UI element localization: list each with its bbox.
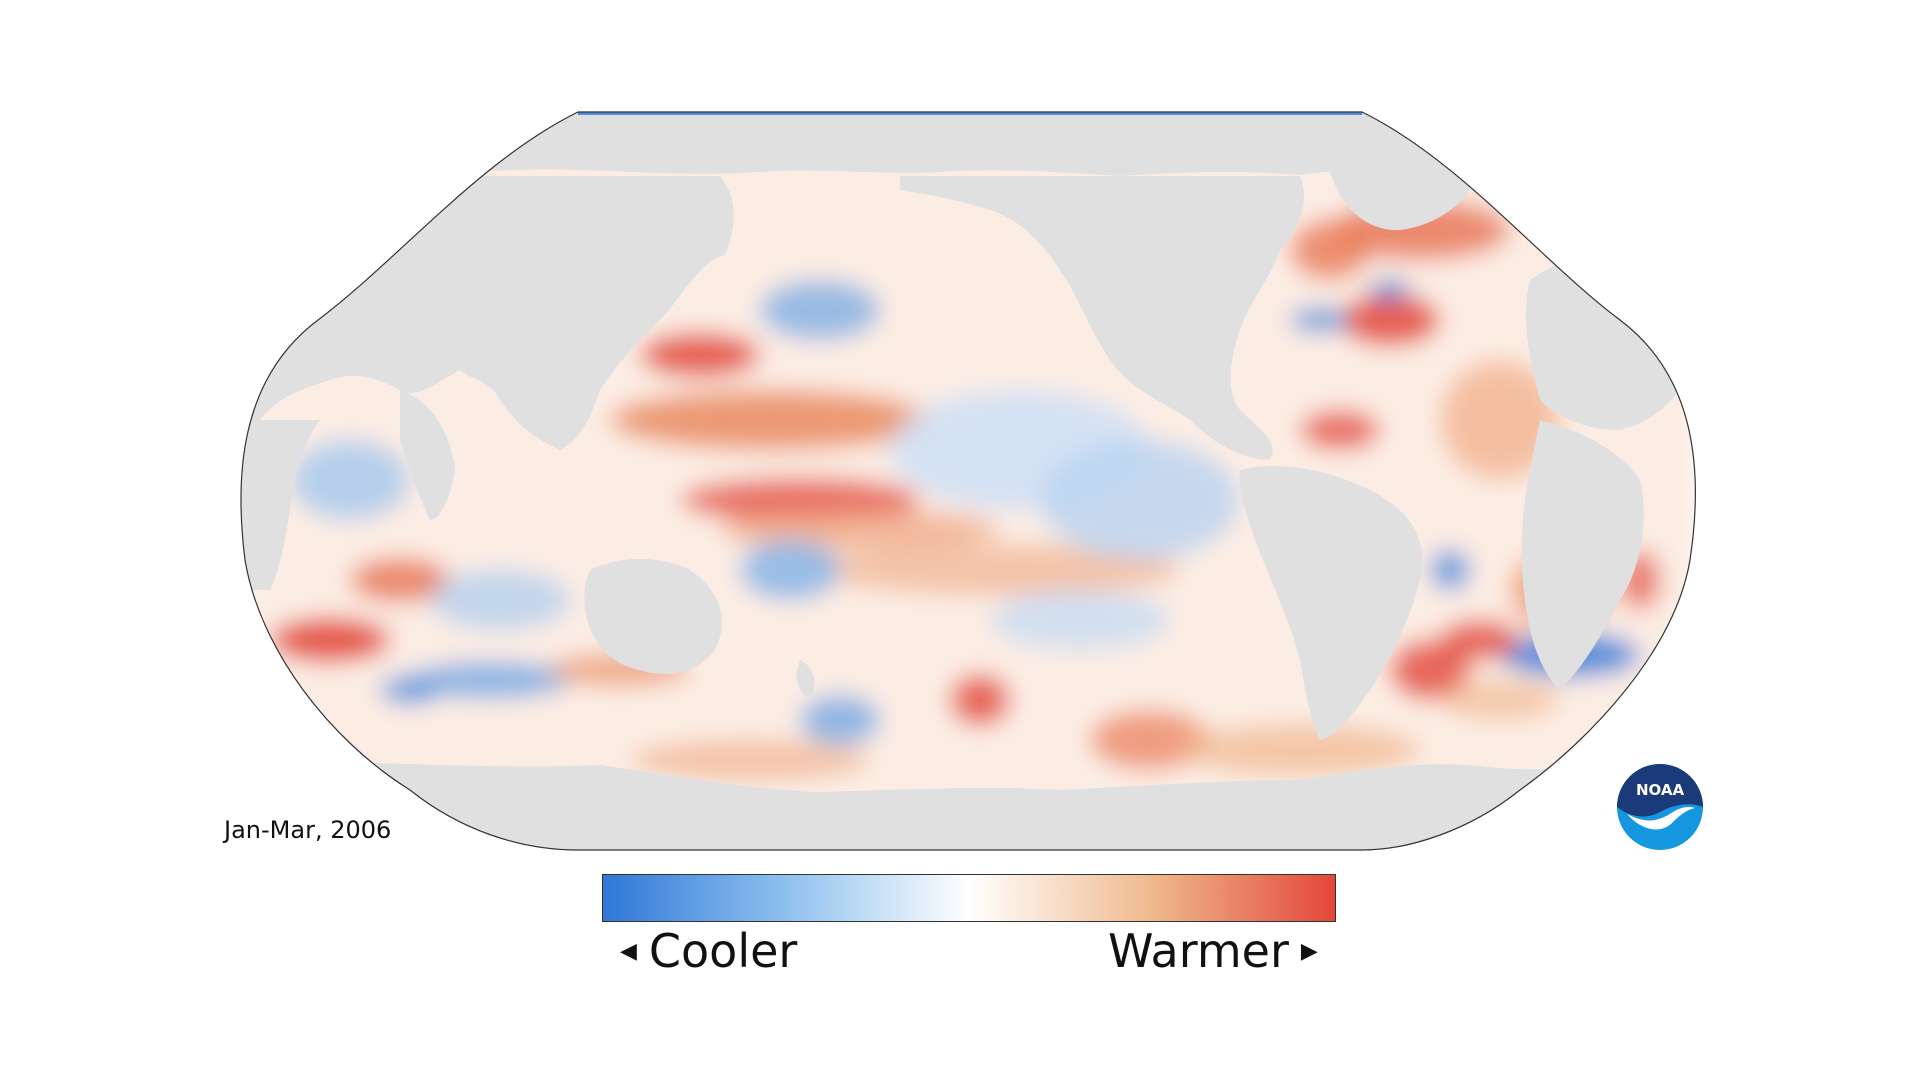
south-america-landmass [1239,466,1423,740]
color-scale-bar [602,874,1336,922]
noaa-logo-text: NOAA [1636,781,1685,799]
globe-outline [240,111,1696,851]
noaa-bird-icon [1627,807,1695,830]
noaa-logo: NOAA [1617,764,1703,850]
antarctica-landmass [240,760,1696,850]
india-landmass [400,390,455,520]
north-america-landmass [900,176,1304,460]
legend-high-label: Warmer [1108,924,1289,978]
noaa-logo-top [1617,764,1703,817]
australia-landmass [584,558,722,674]
temperature-anomaly-field [240,112,1696,850]
arctic-landmass [240,112,1696,180]
new-zealand-landmass [796,660,815,697]
greenland-landmass [1330,170,1480,231]
africa-east-landmass [1521,420,1644,690]
right-triangle-icon: ▶ [1300,938,1318,964]
land-masses [240,112,1696,850]
legend-low-label: Cooler [648,924,798,978]
arctic-ice-bar [578,112,1362,115]
africa-landmass [240,420,320,590]
left-triangle-icon: ◀ [620,938,637,964]
legend-high: Warmer ▶ [1108,924,1318,978]
period-label: Jan-Mar, 2006 [224,816,392,844]
legend-low: ◀ Cooler [620,924,797,978]
